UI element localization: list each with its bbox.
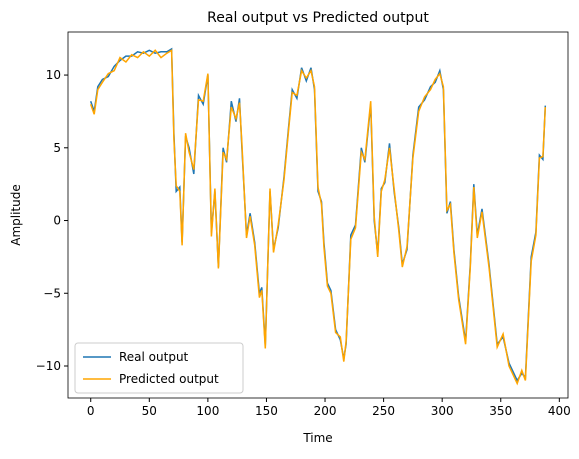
x-tick-label: 100 [196, 404, 219, 418]
x-tick-label: 300 [431, 404, 454, 418]
x-tick-label: 50 [142, 404, 157, 418]
y-tick-label: 10 [46, 68, 61, 82]
x-tick-label: 400 [548, 404, 571, 418]
x-tick-label: 150 [255, 404, 278, 418]
series-line [89, 48, 547, 386]
x-tick-label: 200 [314, 404, 337, 418]
y-tick-label: 0 [53, 214, 61, 228]
legend-label: Real output [119, 350, 189, 364]
plot-frame [67, 31, 569, 399]
y-axis-label: Amplitude [9, 184, 23, 246]
y-tick-label: −5 [43, 286, 61, 300]
x-tick-label: 250 [372, 404, 395, 418]
series-line [89, 47, 547, 383]
legend-box [74, 342, 244, 394]
legend-label: Predicted output [119, 372, 219, 386]
y-tick-label: −10 [36, 359, 61, 373]
x-tick-label: 0 [87, 404, 95, 418]
chart-title: Real output vs Predicted output [207, 10, 429, 26]
x-axis-label: Time [302, 431, 332, 445]
x-tick-label: 350 [489, 404, 512, 418]
y-tick-label: 5 [53, 141, 61, 155]
